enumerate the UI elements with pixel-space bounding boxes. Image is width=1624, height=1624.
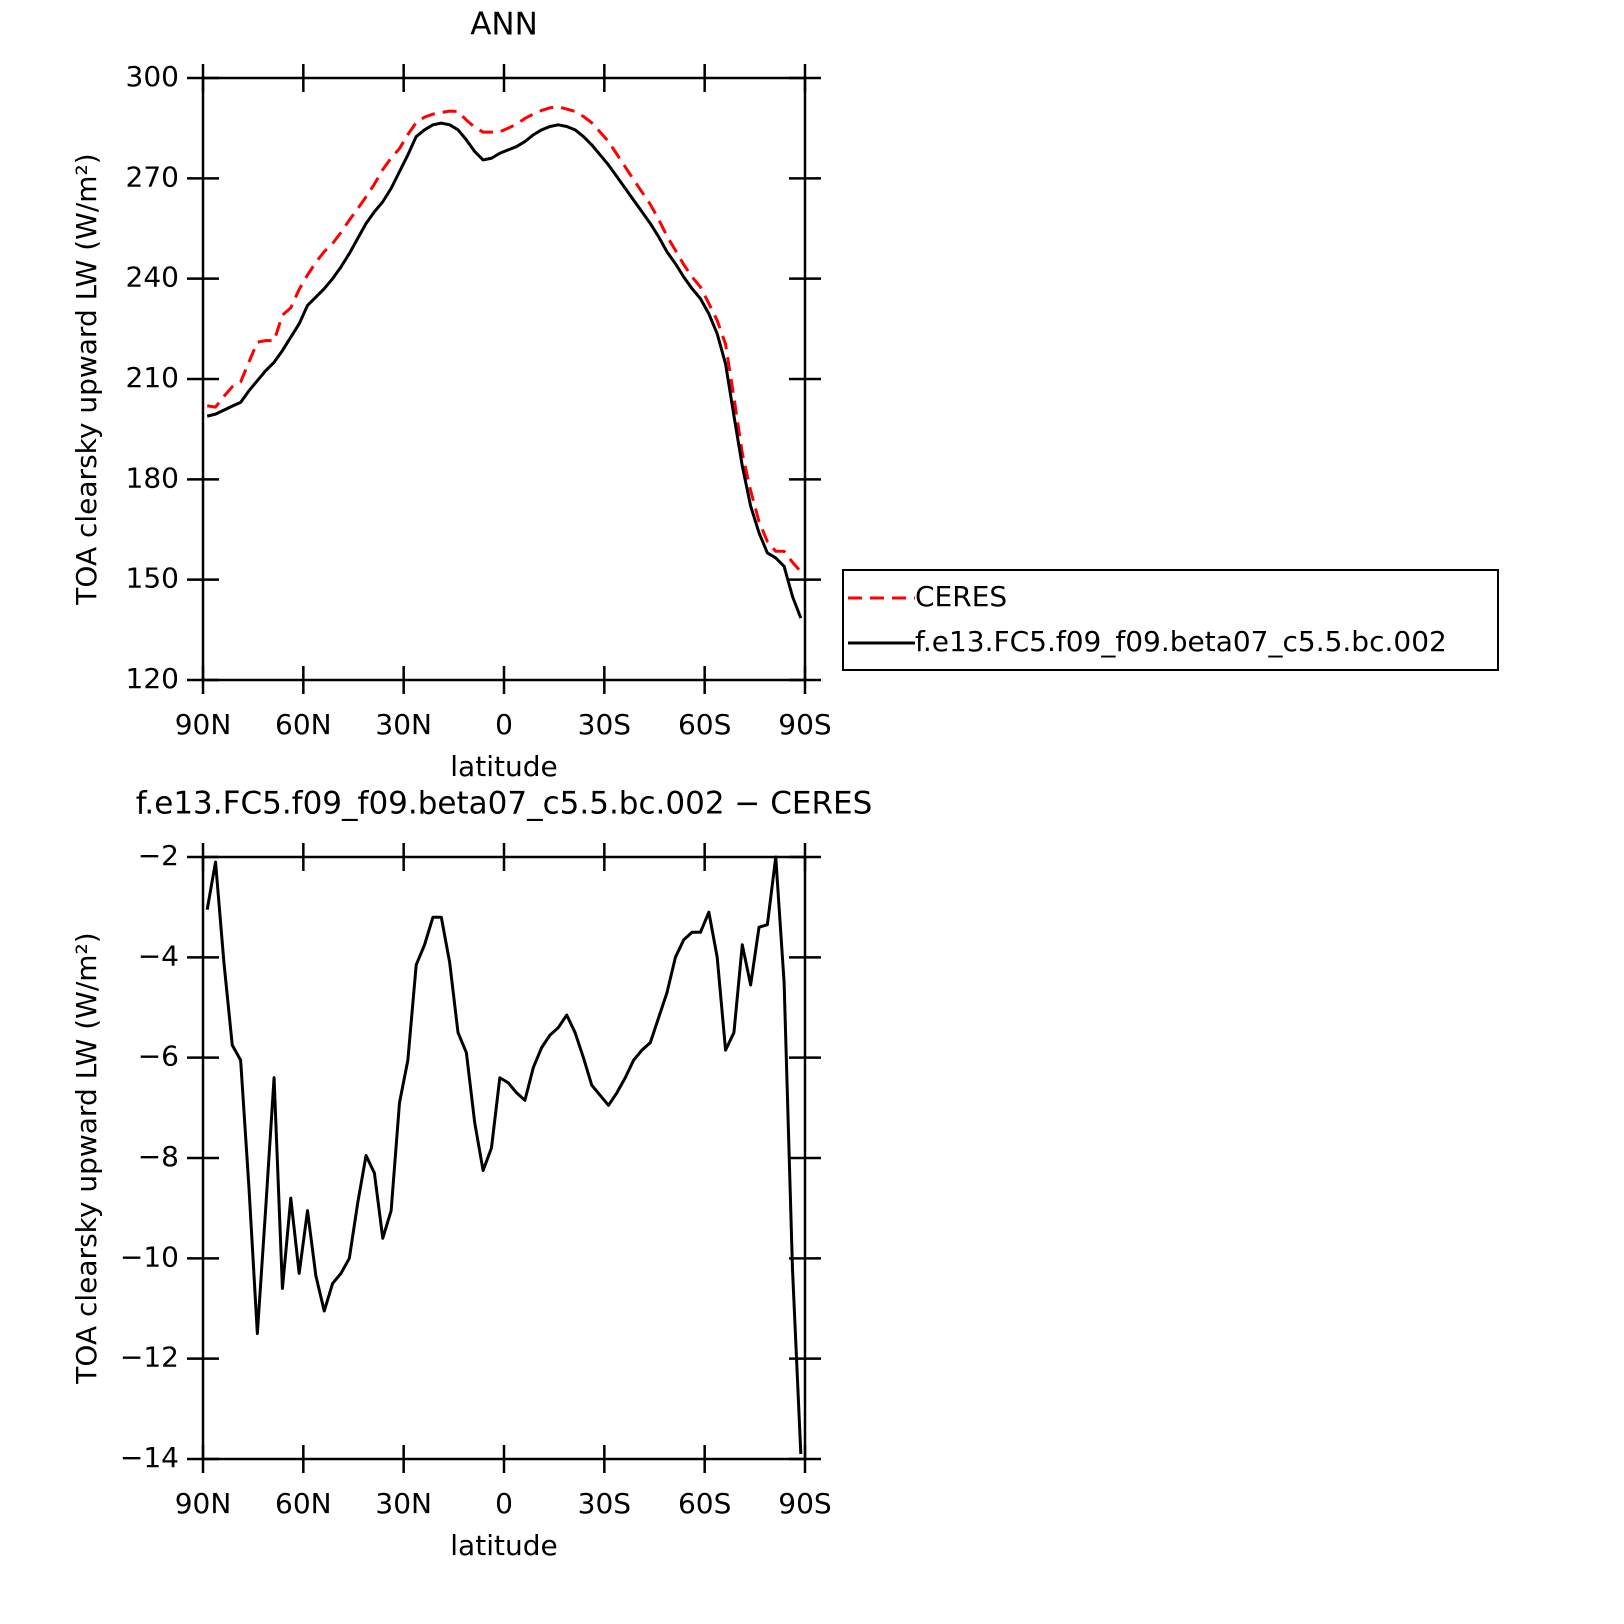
y-tick-label: −10 xyxy=(120,1240,179,1273)
y-tick-label: 210 xyxy=(126,361,179,394)
y-tick-label: 300 xyxy=(126,60,179,93)
x-axis-label: latitude xyxy=(450,750,557,783)
plot-frame xyxy=(201,855,807,1461)
x-tick-label: 90N xyxy=(175,708,232,741)
y-tick-label: −2 xyxy=(138,839,179,872)
y-tick-label: −14 xyxy=(120,1441,179,1474)
x-tick-label: 90S xyxy=(778,1487,831,1520)
x-tick-label: 60S xyxy=(678,1487,731,1520)
y-tick-label: −8 xyxy=(138,1140,179,1173)
y-tick-label: −6 xyxy=(138,1040,179,1073)
x-tick-label: 30S xyxy=(578,708,631,741)
chart-title: ANN xyxy=(470,7,538,43)
chart-title: f.e13.FC5.f09_f09.beta07_c5.5.bc.002 − C… xyxy=(136,786,873,822)
x-tick-label: 90S xyxy=(778,708,831,741)
x-tick-label: 90N xyxy=(175,1487,232,1520)
x-tick-label: 60S xyxy=(678,708,731,741)
y-tick-label: 180 xyxy=(126,461,179,494)
x-axis-label: latitude xyxy=(450,1529,557,1562)
y-tick-label: −12 xyxy=(120,1341,179,1374)
legend-box xyxy=(842,569,1499,671)
legend-label: CERES xyxy=(915,580,1007,613)
plot-frame xyxy=(201,76,807,682)
x-tick-label: 30N xyxy=(375,708,432,741)
y-tick-label: 120 xyxy=(126,662,179,695)
x-tick-label: 60N xyxy=(275,708,332,741)
y-tick-label: −4 xyxy=(138,939,179,972)
x-tick-label: 30S xyxy=(578,1487,631,1520)
x-tick-label: 60N xyxy=(275,1487,332,1520)
x-tick-label: 0 xyxy=(495,708,513,741)
data-line xyxy=(205,855,803,1455)
x-tick-label: 0 xyxy=(495,1487,513,1520)
y-axis-label: TOA clearsky upward LW (W/m²) xyxy=(70,153,103,605)
y-axis-label: TOA clearsky upward LW (W/m²) xyxy=(70,932,103,1384)
legend-label: f.e13.FC5.f09_f09.beta07_c5.5.bc.002 xyxy=(915,625,1447,658)
x-tick-label: 30N xyxy=(375,1487,432,1520)
y-tick-label: 270 xyxy=(126,160,179,193)
data-line xyxy=(206,105,802,573)
y-tick-label: 240 xyxy=(126,261,179,294)
y-tick-label: 150 xyxy=(126,562,179,595)
data-line xyxy=(206,121,803,619)
